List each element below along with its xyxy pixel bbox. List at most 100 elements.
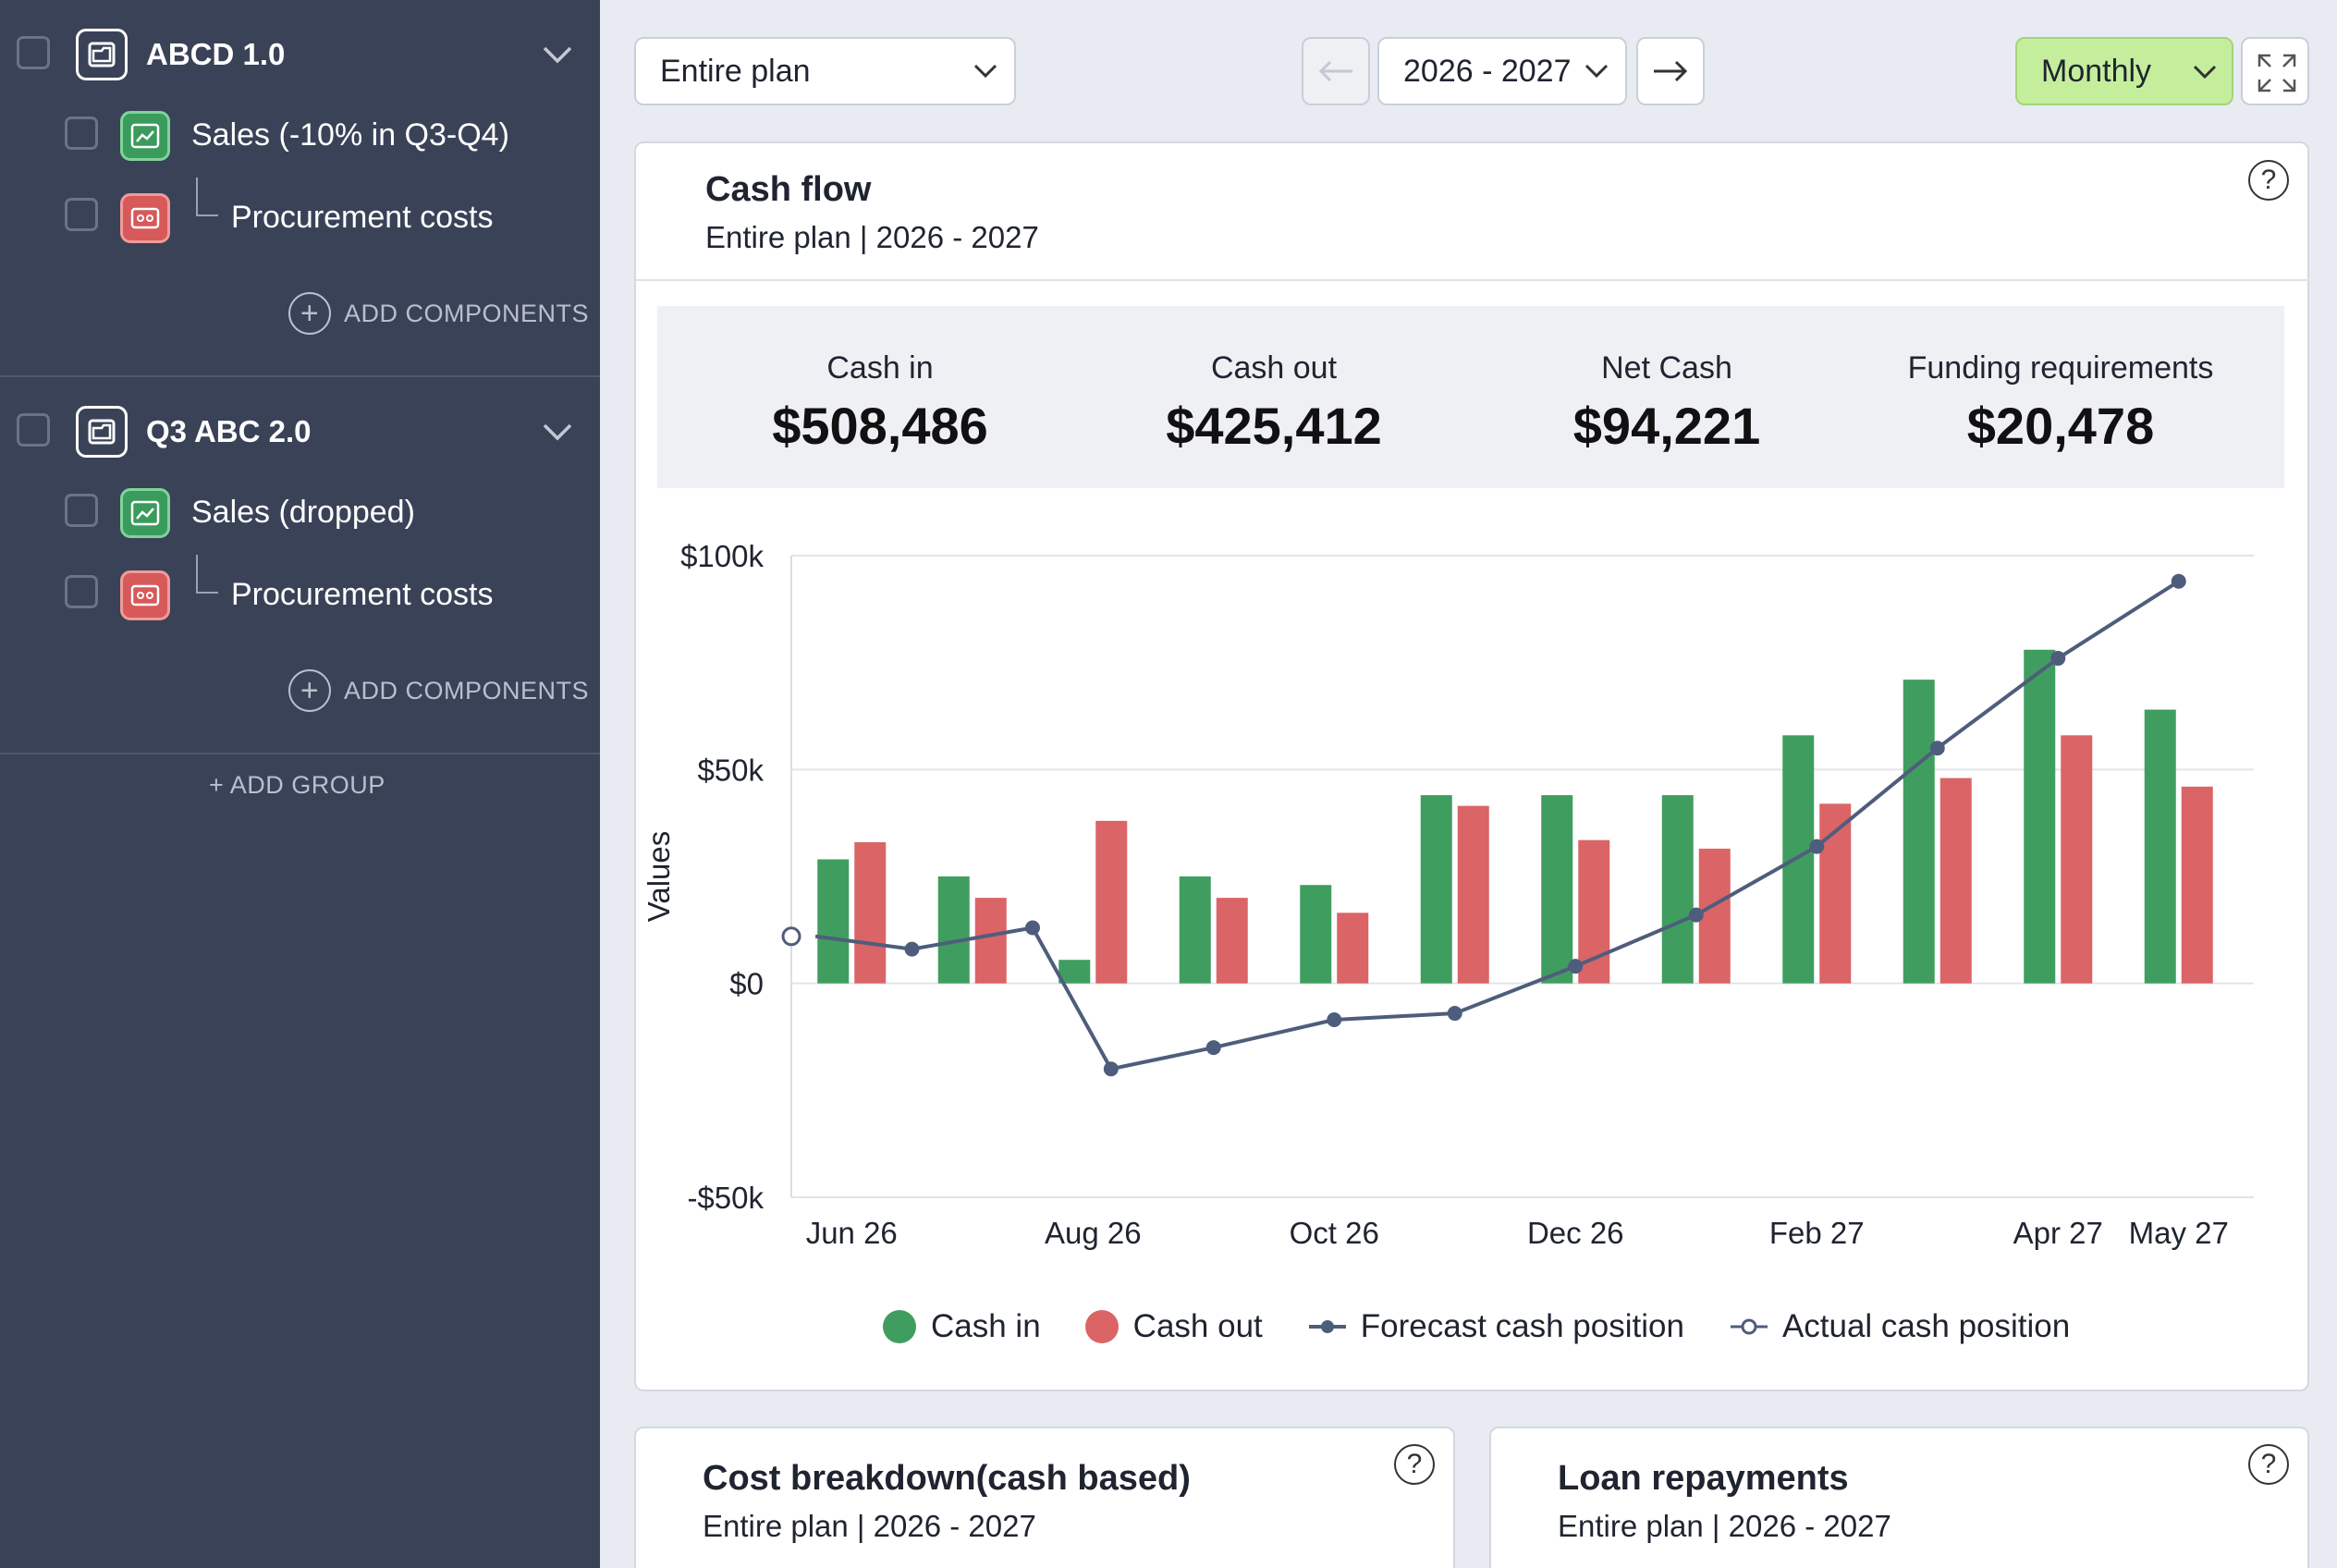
legend-forecast[interactable]: Forecast cash position (1307, 1308, 1684, 1345)
kpi-value: $94,221 (1572, 397, 1761, 455)
folder-icon (76, 29, 128, 80)
period-select-value: 2026 - 2027 (1403, 53, 1572, 89)
cost-breakdown-title: Cost breakdown(cash based) (703, 1459, 1191, 1498)
x-tick-label: Jun 26 (806, 1216, 898, 1250)
cashflow-chart: $100k $50k $0 -$50k Values Jun 26 Aug 26 Oct 26… (642, 539, 2254, 1250)
y-tick-label: $50k (697, 753, 764, 787)
forecast-point (1103, 1061, 1119, 1077)
procurement-icon (120, 193, 170, 243)
legend-label: Forecast cash position (1360, 1308, 1684, 1344)
forecast-point (1809, 839, 1825, 854)
add-group-button[interactable]: + ADD GROUP (209, 771, 385, 799)
add-components-button[interactable]: + ADD COMPONENTS (288, 292, 589, 335)
kpi-label: Cash out (1210, 350, 1338, 386)
group-title: Q3 ABC 2.0 (146, 414, 312, 448)
chevron-down-icon[interactable] (542, 44, 573, 65)
kpi-cash-out: Cash out $425,412 (1080, 306, 1468, 456)
plus-icon: + (288, 292, 331, 335)
add-components-button[interactable]: + ADD COMPONENTS (288, 669, 589, 712)
component-label[interactable]: Sales (dropped) (191, 495, 415, 530)
actual-point (781, 926, 801, 947)
granularity-select[interactable]: Monthly (2015, 37, 2233, 105)
kpi-label: Net Cash (1601, 350, 1732, 386)
group-checkbox[interactable] (17, 36, 50, 69)
forecast-point (2171, 573, 2186, 589)
cash-in-bar (2144, 709, 2176, 984)
cash-out-bar (1457, 805, 1489, 984)
legend-actual[interactable]: Actual cash position (1729, 1308, 2070, 1345)
x-tick-label: Apr 27 (2013, 1216, 2103, 1250)
component-label[interactable]: Procurement costs (231, 577, 494, 612)
cash-out-bar (1216, 898, 1248, 984)
loan-repayments-card (1489, 1427, 2309, 1568)
chart-legend: Cash in Cash out Forecast cash position … (883, 1308, 2114, 1345)
kpi-value: $425,412 (1166, 397, 1382, 455)
legend-label: Cash in (931, 1308, 1041, 1344)
cash-in-bar (1903, 680, 1935, 984)
kpi-funding: Funding requirements $20,478 (1866, 306, 2255, 456)
loan-repayments-title: Loan repayments (1558, 1459, 1849, 1498)
forecast-point (1205, 1040, 1221, 1056)
cash-out-bar (2061, 735, 2093, 984)
component-label[interactable]: Sales (-10% in Q3-Q4) (191, 117, 509, 153)
kpi-label: Cash in (826, 350, 934, 386)
plan-select-value: Entire plan (660, 53, 811, 89)
add-components-label: ADD COMPONENTS (344, 299, 590, 327)
group-checkbox[interactable] (17, 413, 50, 447)
cash-in-bar (1179, 876, 1211, 984)
next-period-button[interactable] (1636, 37, 1705, 105)
cash-in-bar (817, 859, 850, 984)
card-divider (635, 279, 2309, 281)
chevron-down-icon (2193, 65, 2217, 80)
tree-connector (196, 555, 218, 594)
y-tick-label: $0 (729, 967, 764, 1001)
forecast-point (1447, 1006, 1462, 1022)
component-checkbox[interactable] (65, 494, 98, 527)
component-checkbox[interactable] (65, 198, 98, 231)
expand-button[interactable] (2241, 37, 2309, 105)
kpi-label: Funding requirements (1907, 350, 2214, 386)
help-icon[interactable]: ? (1394, 1444, 1435, 1485)
forecast-point (1327, 1011, 1342, 1027)
legend-cash-out[interactable]: Cash out (1084, 1308, 1263, 1345)
cash-out-bar (1337, 913, 1369, 984)
period-select[interactable]: 2026 - 2027 (1377, 37, 1627, 105)
forecast-point (1568, 959, 1584, 974)
loan-repayments-subtitle: Entire plan | 2026 - 2027 (1558, 1509, 1891, 1543)
component-checkbox[interactable] (65, 116, 98, 150)
red-dot-icon (1084, 1310, 1119, 1343)
cash-in-bar (1541, 795, 1573, 984)
help-icon[interactable]: ? (2248, 160, 2289, 201)
arrow-left-icon (1318, 60, 1352, 82)
x-tick-label: Dec 26 (1527, 1216, 1624, 1250)
y-axis-label: Values (642, 831, 676, 922)
legend-label: Actual cash position (1781, 1308, 2071, 1344)
component-checkbox[interactable] (65, 575, 98, 608)
x-tick-label: Aug 26 (1045, 1216, 1142, 1250)
x-tick-label: Feb 27 (1769, 1216, 1865, 1250)
forecast-point (904, 941, 920, 957)
forecast-point (2050, 651, 2066, 667)
arrow-right-icon (1654, 60, 1688, 82)
chevron-down-icon (973, 64, 997, 79)
green-dot-icon (883, 1310, 916, 1343)
plus-icon: + (288, 669, 331, 712)
cash-in-bar (1661, 795, 1694, 984)
chevron-down-icon (1585, 64, 1609, 79)
cost-breakdown-subtitle: Entire plan | 2026 - 2027 (703, 1509, 1036, 1543)
granularity-select-value: Monthly (2041, 53, 2152, 89)
prev-period-button[interactable] (1302, 37, 1370, 105)
x-tick-label: Oct 26 (1290, 1216, 1379, 1250)
component-label[interactable]: Procurement costs (231, 200, 494, 235)
chevron-down-icon[interactable] (542, 422, 573, 442)
cash-out-bar (1939, 778, 1972, 984)
forecast-line (814, 580, 2180, 1072)
help-icon[interactable]: ? (2248, 1444, 2289, 1485)
sidebar: ABCD 1.0 Sales (-10% in Q3-Q4) Procureme… (0, 0, 600, 1568)
legend-cash-in[interactable]: Cash in (883, 1308, 1041, 1345)
forecast-point (1688, 907, 1704, 923)
cash-in-bar (1420, 795, 1452, 984)
procurement-icon (120, 570, 170, 620)
plan-select[interactable]: Entire plan (634, 37, 1016, 105)
kpi-value: $508,486 (772, 397, 988, 455)
